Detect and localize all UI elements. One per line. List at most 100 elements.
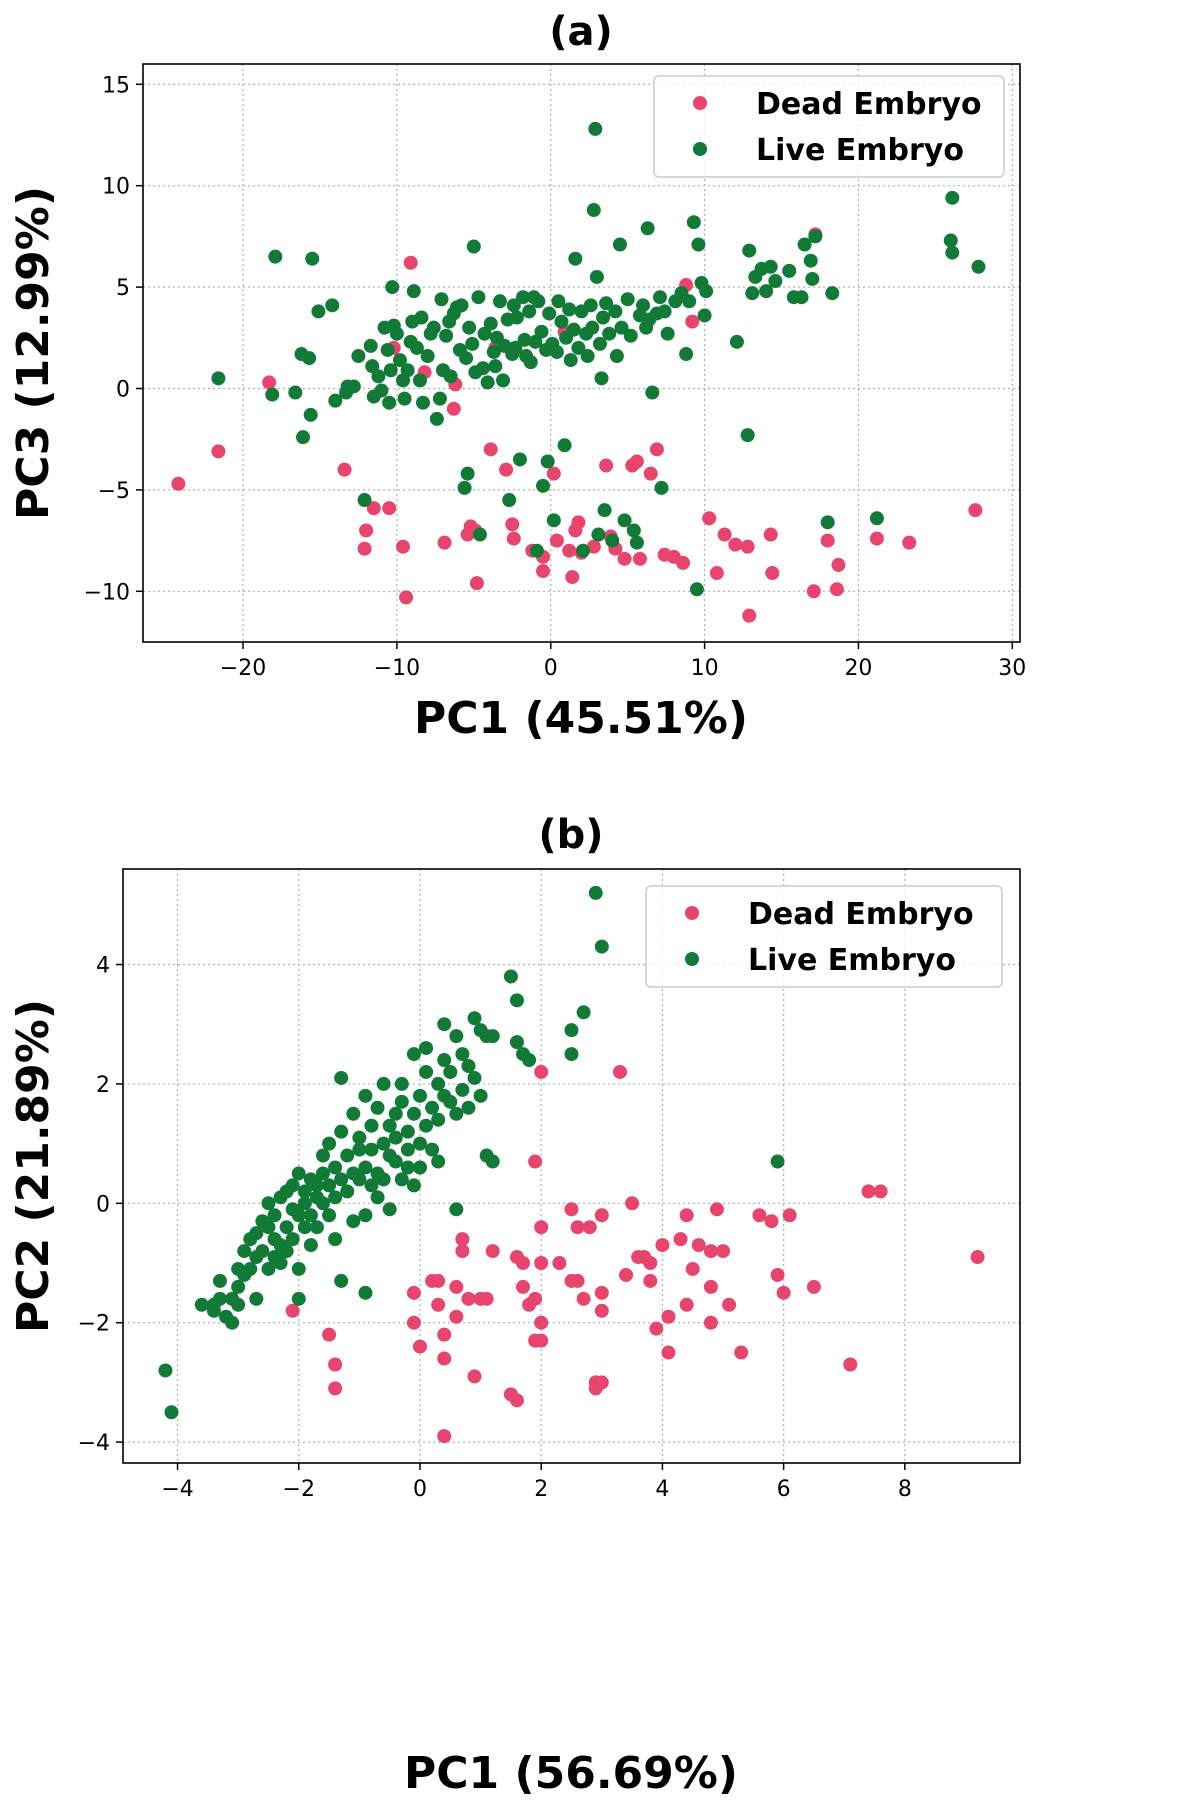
data-point bbox=[400, 1124, 415, 1139]
data-point bbox=[483, 316, 498, 331]
data-point bbox=[612, 237, 627, 252]
legend: Dead Embryo Live Embryo bbox=[653, 75, 1005, 178]
data-point bbox=[285, 1303, 300, 1318]
data-point bbox=[322, 1208, 337, 1223]
data-point bbox=[388, 1106, 403, 1121]
data-point bbox=[297, 1220, 312, 1235]
data-point bbox=[643, 1256, 658, 1271]
data-point bbox=[364, 1118, 379, 1133]
data-point bbox=[516, 1256, 531, 1271]
data-point bbox=[649, 1321, 664, 1336]
data-point bbox=[503, 969, 518, 984]
data-point bbox=[291, 1208, 306, 1223]
data-point bbox=[392, 353, 407, 368]
data-point bbox=[225, 1315, 240, 1330]
data-point bbox=[158, 1363, 173, 1378]
data-point bbox=[759, 284, 774, 299]
data-point bbox=[414, 310, 429, 325]
data-point bbox=[466, 239, 481, 254]
data-point bbox=[409, 340, 424, 355]
data-point bbox=[485, 1154, 500, 1169]
data-point bbox=[357, 541, 372, 556]
data-point bbox=[425, 1142, 440, 1157]
data-point bbox=[400, 1142, 415, 1157]
data-point bbox=[679, 1208, 694, 1223]
data-point bbox=[346, 1214, 361, 1229]
data-point bbox=[419, 1041, 434, 1056]
data-point bbox=[371, 369, 386, 384]
data-point bbox=[717, 527, 732, 542]
legend-label: Dead Embryo bbox=[748, 897, 974, 932]
data-point bbox=[267, 1208, 282, 1223]
data-point bbox=[506, 298, 521, 313]
data-point bbox=[564, 1202, 579, 1217]
data-point bbox=[322, 1178, 337, 1193]
data-point bbox=[328, 1357, 343, 1372]
y-axis-label: PC3 (12.99%) bbox=[8, 186, 59, 520]
data-point bbox=[455, 1047, 470, 1062]
data-point bbox=[509, 1393, 524, 1408]
data-point bbox=[364, 1178, 379, 1193]
data-point bbox=[546, 513, 561, 528]
data-point bbox=[357, 493, 372, 508]
data-point bbox=[580, 349, 595, 364]
data-point bbox=[703, 1244, 718, 1259]
data-point bbox=[406, 1047, 421, 1062]
data-point bbox=[328, 1232, 343, 1247]
data-point bbox=[446, 401, 461, 416]
data-point bbox=[363, 338, 378, 353]
data-point bbox=[629, 535, 644, 550]
data-point bbox=[340, 1184, 355, 1199]
data-point bbox=[764, 1214, 779, 1229]
data-point bbox=[465, 336, 480, 351]
legend-box bbox=[653, 75, 1005, 178]
data-point bbox=[679, 1297, 694, 1312]
data-point bbox=[971, 259, 986, 274]
data-point bbox=[359, 523, 374, 538]
data-point bbox=[869, 511, 884, 526]
data-point bbox=[763, 259, 778, 274]
data-point bbox=[806, 1279, 821, 1294]
data-point bbox=[752, 1208, 767, 1223]
data-point bbox=[431, 1297, 446, 1312]
data-point bbox=[770, 1267, 785, 1282]
data-point bbox=[325, 298, 340, 313]
data-point bbox=[552, 1256, 567, 1271]
legend: Dead Embryo Live Embryo bbox=[645, 885, 1003, 988]
data-point bbox=[703, 1315, 718, 1330]
data-point bbox=[625, 1196, 640, 1211]
data-point bbox=[479, 1291, 494, 1306]
data-point bbox=[594, 1375, 609, 1390]
data-point bbox=[334, 1172, 349, 1187]
data-point bbox=[288, 385, 303, 400]
data-point bbox=[522, 1053, 537, 1068]
chart-title: (b) bbox=[538, 812, 603, 858]
data-point bbox=[636, 298, 651, 313]
data-point bbox=[376, 1172, 391, 1187]
data-point bbox=[358, 1285, 373, 1300]
data-point bbox=[945, 245, 960, 260]
x-tick-label: 10 bbox=[691, 656, 719, 681]
data-point bbox=[389, 326, 404, 341]
plot-frame bbox=[122, 868, 1021, 1464]
data-point bbox=[164, 1405, 179, 1420]
data-point bbox=[512, 452, 527, 467]
data-point bbox=[322, 1327, 337, 1342]
data-point bbox=[492, 294, 507, 309]
x-tick-label: 0 bbox=[544, 656, 558, 681]
x-tick-label: 6 bbox=[777, 1477, 791, 1502]
y-tick-label: 5 bbox=[116, 276, 130, 301]
data-point bbox=[528, 334, 543, 349]
data-point bbox=[829, 582, 844, 597]
x-tick-label: 30 bbox=[998, 656, 1026, 681]
data-point bbox=[358, 1088, 373, 1103]
data-point bbox=[614, 320, 629, 335]
data-point bbox=[328, 1381, 343, 1396]
data-point bbox=[612, 1064, 627, 1079]
data-point bbox=[388, 1130, 403, 1145]
data-point bbox=[797, 237, 812, 252]
data-point bbox=[661, 1309, 676, 1324]
data-point bbox=[652, 290, 667, 305]
data-point bbox=[455, 1232, 470, 1247]
